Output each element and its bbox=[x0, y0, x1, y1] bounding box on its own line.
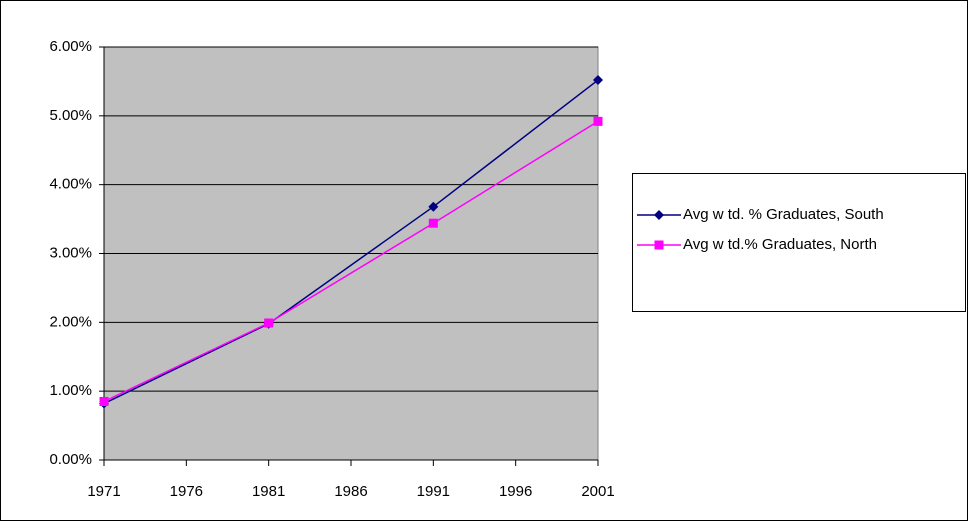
series-line bbox=[103, 79, 599, 405]
series-line bbox=[103, 120, 599, 403]
y-tick-label: 2.00% bbox=[49, 313, 92, 330]
legend-label: Avg w td. % Graduates, South bbox=[683, 206, 884, 223]
marker bbox=[428, 201, 439, 212]
y-tick-label: 5.00% bbox=[49, 107, 92, 124]
x-tick-label: 1996 bbox=[499, 483, 532, 500]
legend-icon bbox=[637, 210, 681, 220]
legend-entry: Avg w td.% Graduates, North bbox=[633, 235, 968, 255]
x-tick-label: 1986 bbox=[334, 483, 367, 500]
legend: Avg w td. % Graduates, South Avg w td.% G… bbox=[632, 173, 966, 312]
y-tick-label: 4.00% bbox=[49, 176, 92, 193]
marker bbox=[654, 210, 664, 220]
legend-label: Avg w td.% Graduates, North bbox=[683, 236, 877, 253]
marker bbox=[654, 240, 664, 250]
y-tick-label: 1.00% bbox=[49, 382, 92, 399]
marker bbox=[593, 116, 603, 126]
x-tick-label: 1991 bbox=[417, 483, 450, 500]
x-tick-label: 2001 bbox=[581, 483, 614, 500]
x-tick-label: 1976 bbox=[170, 483, 203, 500]
marker bbox=[264, 318, 274, 328]
x-tick-label: 1981 bbox=[252, 483, 285, 500]
marker bbox=[428, 218, 438, 228]
marker bbox=[99, 396, 109, 406]
y-tick-label: 0.00% bbox=[49, 451, 92, 468]
marker bbox=[593, 75, 603, 86]
legend-icon bbox=[637, 240, 681, 250]
x-tick-label: 1971 bbox=[87, 483, 120, 500]
legend-entry: Avg w td. % Graduates, South bbox=[633, 205, 915, 225]
y-tick-label: 6.00% bbox=[49, 38, 92, 55]
y-tick-label: 3.00% bbox=[49, 244, 92, 261]
